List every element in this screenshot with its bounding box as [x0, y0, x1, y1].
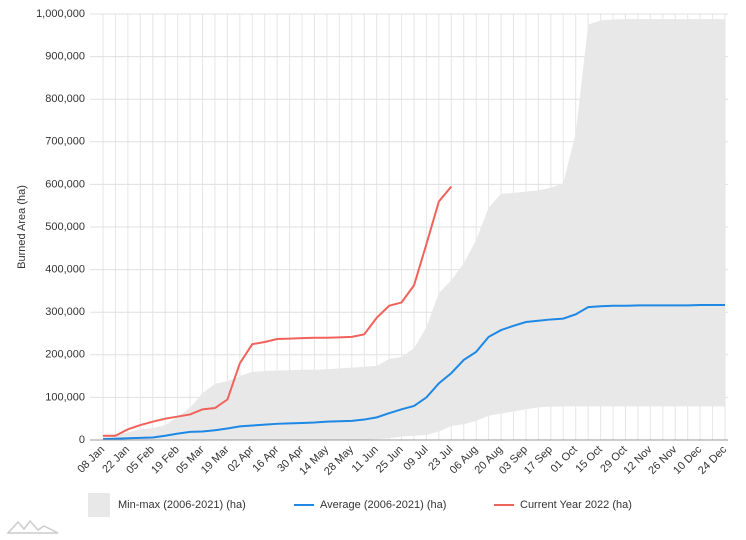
y-axis-label: Burned Area (ha) [16, 185, 28, 269]
x-tick-label: 09 Jul [401, 444, 430, 473]
x-tick-label: 15 Oct [573, 444, 604, 475]
logo [6, 519, 59, 534]
y-tick-label: 500,000 [45, 221, 85, 233]
y-tick-label: 1,000,000 [36, 8, 85, 20]
series-line [103, 185, 453, 437]
y-tick-label: 100,000 [45, 391, 85, 403]
y-tick-label: 900,000 [45, 51, 85, 63]
x-tick-label: 19 Mar [199, 443, 232, 476]
x-tick-label: 17 Sep [522, 444, 555, 477]
y-tick-label: 0 [79, 434, 85, 446]
x-tick-label: 24 Dec [696, 443, 729, 476]
y-tick-label: 800,000 [45, 93, 85, 105]
range-area [103, 19, 725, 440]
x-tick-label: 25 Jun [374, 444, 406, 476]
y-tick-label: 400,000 [45, 264, 85, 276]
x-tick-label: 01 Oct [548, 444, 579, 475]
legend-label: Average (2006-2021) (ha) [320, 499, 446, 511]
legend-label: Min-max (2006-2021) (ha) [118, 499, 246, 511]
y-tick-label: 200,000 [45, 349, 85, 361]
legend-swatch [88, 493, 110, 517]
legend-label: Current Year 2022 (ha) [520, 499, 632, 511]
series-line [102, 303, 725, 441]
y-tick-label: 700,000 [45, 136, 85, 148]
x-tick-label: 02 Apr [225, 443, 256, 474]
y-tick-label: 600,000 [45, 178, 85, 190]
x-tick-label: 16 Apr [250, 443, 281, 474]
y-tick-label: 300,000 [45, 306, 85, 318]
x-tick-label: 08 Jan [75, 444, 107, 476]
